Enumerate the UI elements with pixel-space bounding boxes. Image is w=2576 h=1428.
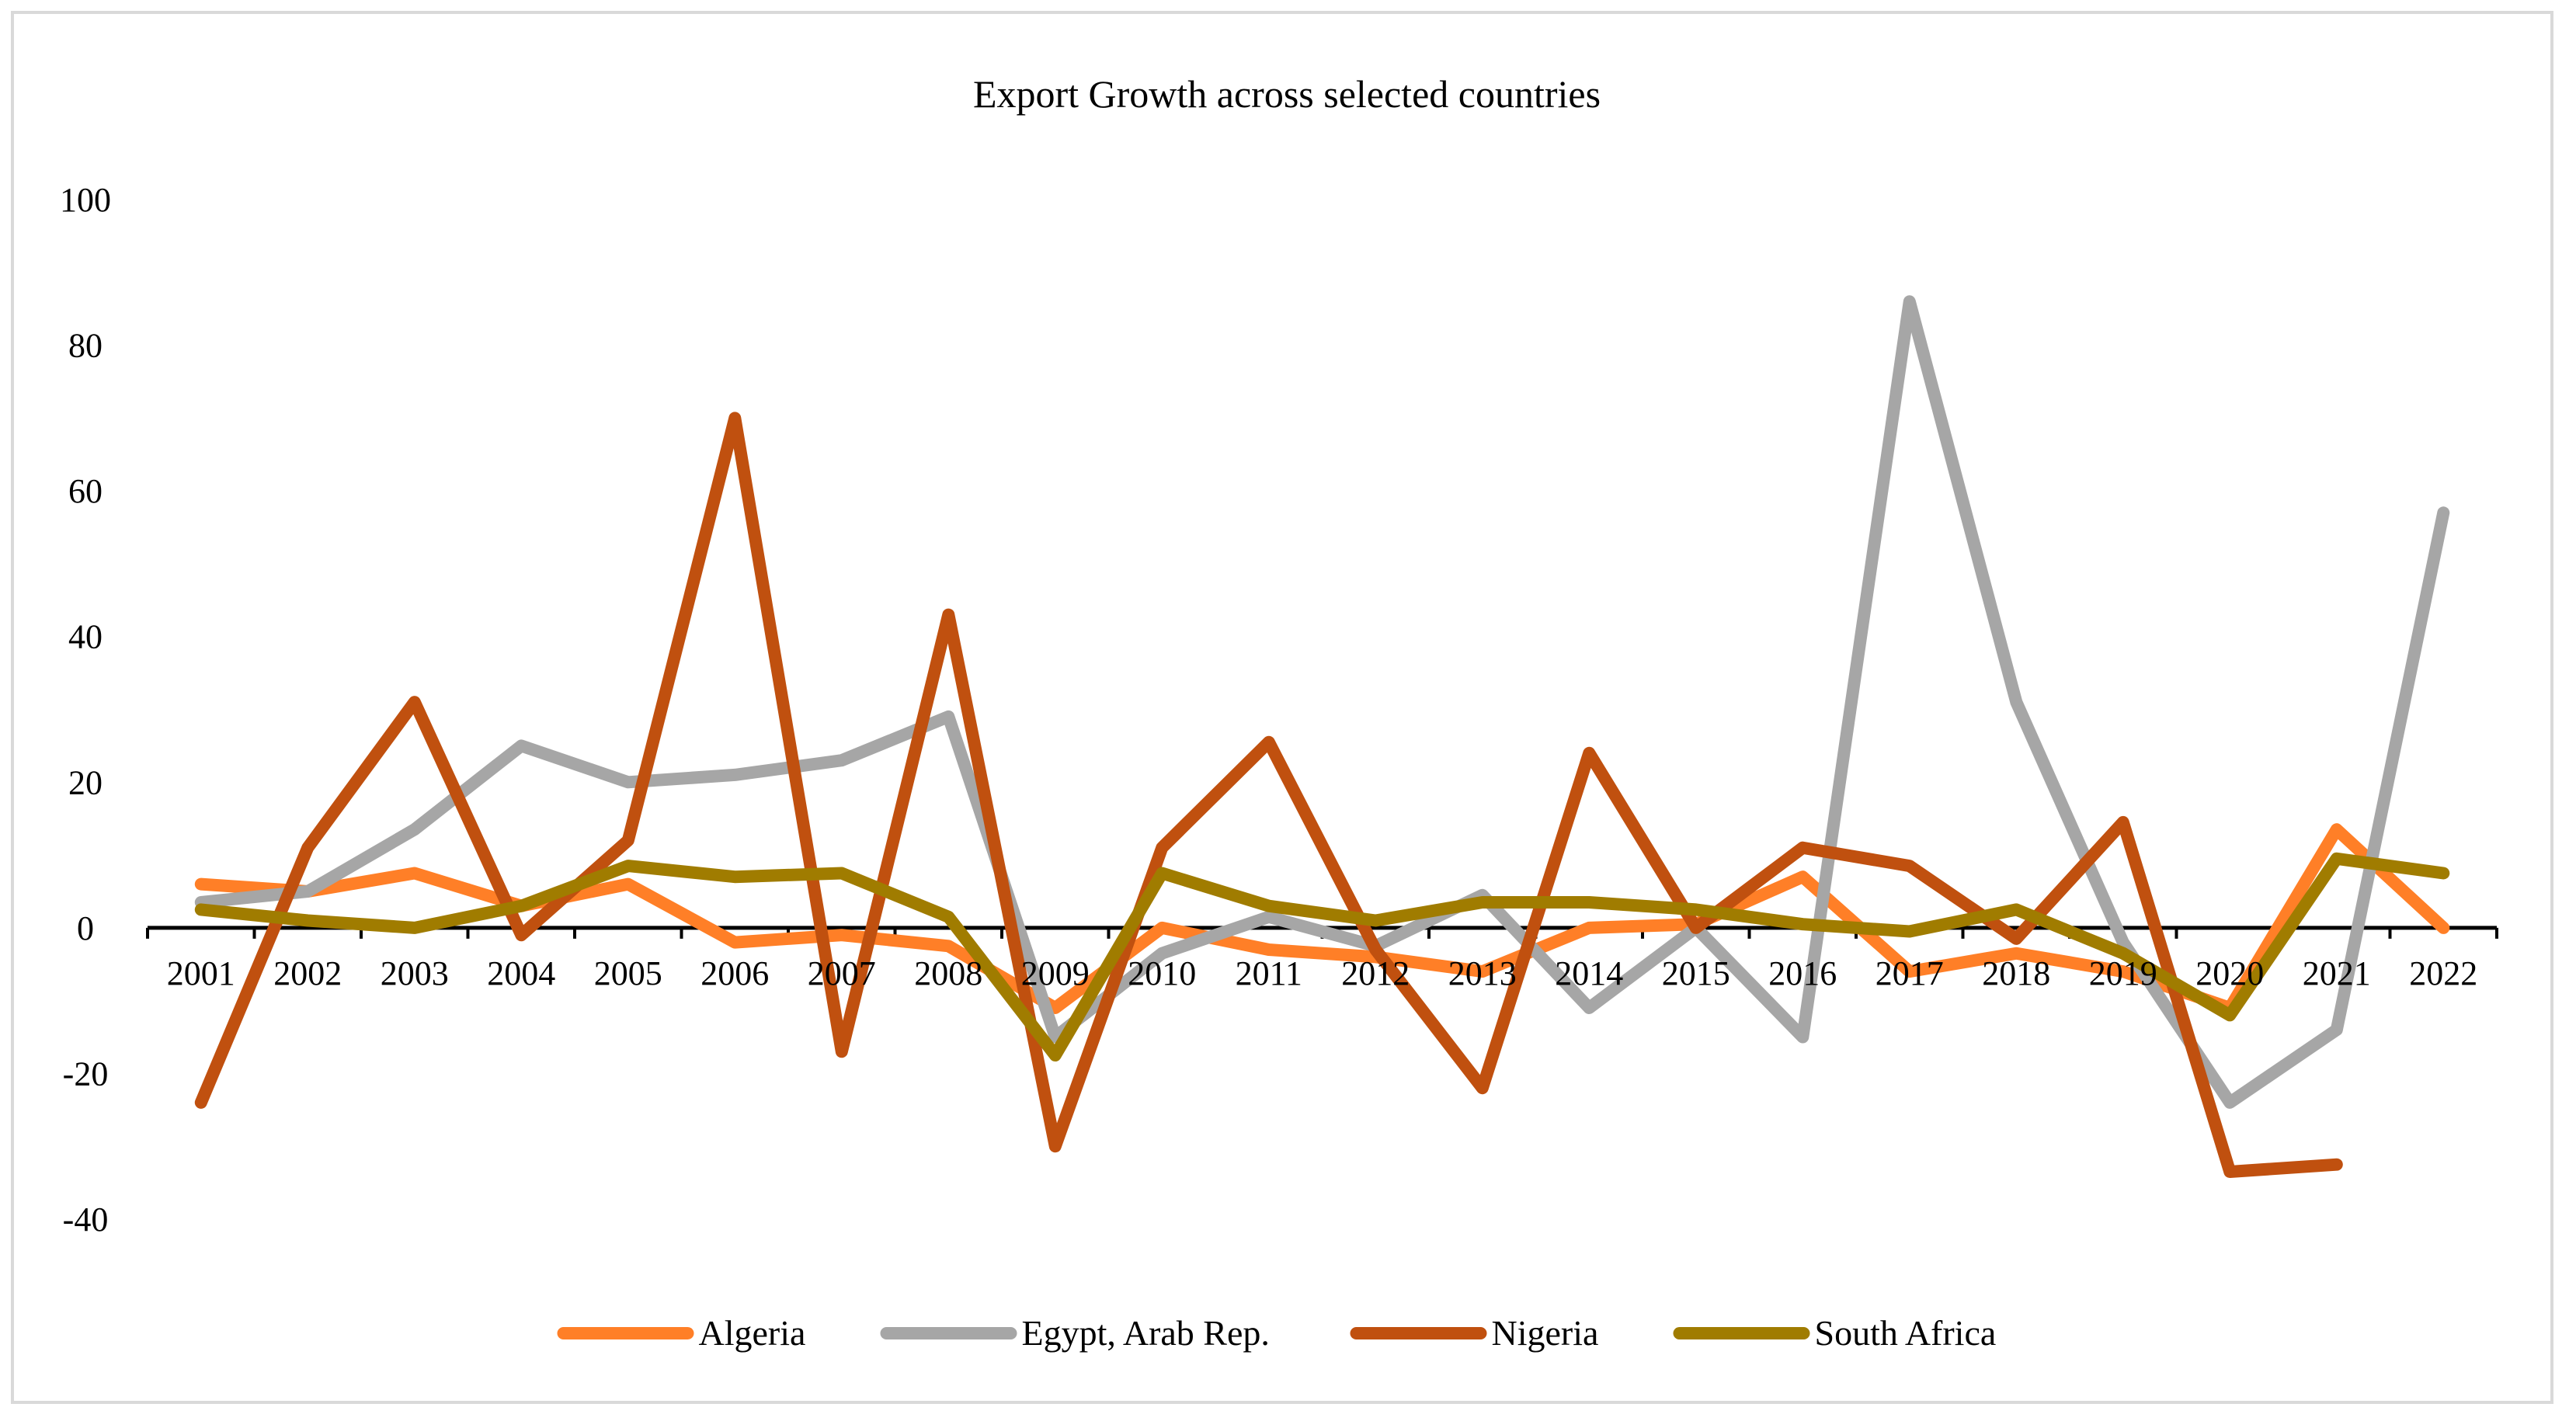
x-tick-label: 2007 — [808, 954, 876, 992]
x-tick-label: 2001 — [167, 954, 235, 992]
x-tick-label: 2020 — [2195, 954, 2264, 992]
x-tick-label: 2008 — [914, 954, 982, 992]
x-tick-label: 2010 — [1128, 954, 1196, 992]
series-line-south-africa — [194, 852, 2450, 1061]
x-tick-label: 2012 — [1341, 954, 1410, 992]
x-tick-label: 2013 — [1448, 954, 1517, 992]
legend-label: South Africa — [1815, 1313, 1997, 1353]
y-tick-label: 60 — [68, 472, 103, 510]
x-tick-label: 2018 — [1982, 954, 2050, 992]
chart-title: Export Growth across selected countries — [973, 72, 1601, 116]
chart-frame — [11, 11, 2553, 1404]
legend-item: South Africa — [1673, 1313, 1997, 1353]
y-tick-label: 20 — [68, 763, 103, 801]
legend-item: Egypt, Arab Rep. — [880, 1313, 1270, 1353]
x-tick-label: 2014 — [1555, 954, 1623, 992]
x-tick-label: 2006 — [700, 954, 769, 992]
x-tick-label: 2002 — [273, 954, 342, 992]
x-tick-label: 2005 — [594, 954, 662, 992]
y-tick-label: 40 — [68, 618, 103, 656]
series-line-egypt-arab-rep — [194, 295, 2450, 1109]
legend-label: Nigeria — [1492, 1313, 1599, 1353]
x-tick-label: 2016 — [1768, 954, 1837, 992]
y-tick-label: 80 — [68, 327, 103, 365]
y-tick-label: -40 — [63, 1200, 109, 1239]
x-tick-label: 2009 — [1021, 954, 1090, 992]
legend-label: Algeria — [699, 1313, 806, 1353]
y-tick-label: 100 — [60, 181, 111, 219]
x-tick-label: 2017 — [1876, 954, 1944, 992]
x-tick-label: 2022 — [2409, 954, 2477, 992]
x-tick-label: 2021 — [2303, 954, 2371, 992]
legend-item: Algeria — [557, 1313, 806, 1353]
series-line-nigeria — [194, 412, 2343, 1178]
y-tick-label: 0 — [77, 909, 94, 947]
x-tick-label: 2004 — [487, 954, 555, 992]
legend-label: Egypt, Arab Rep. — [1022, 1313, 1270, 1353]
x-tick-label: 2019 — [2089, 954, 2157, 992]
x-tick-label: 2011 — [1236, 954, 1302, 992]
x-tick-label: 2003 — [381, 954, 449, 992]
x-tick-label: 2015 — [1662, 954, 1730, 992]
y-tick-label: -20 — [63, 1054, 109, 1093]
legend-item: Nigeria — [1350, 1313, 1599, 1353]
